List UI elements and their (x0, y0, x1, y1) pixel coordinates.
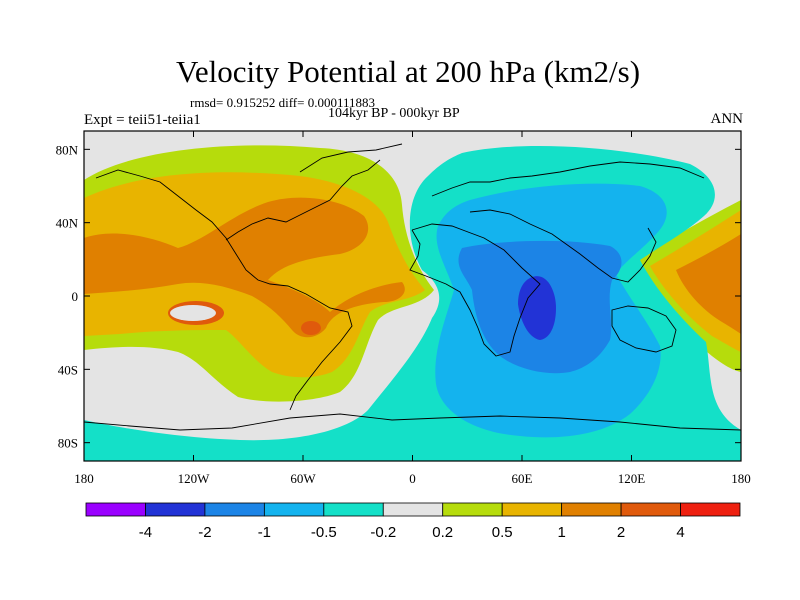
colorbar-label: -0.2 (370, 524, 396, 541)
eurasia-north-coast (431, 161, 705, 197)
australia-coast (611, 305, 677, 353)
colorbar-box (680, 502, 741, 517)
colorbar-box (323, 502, 384, 517)
colorbar-box (561, 502, 622, 517)
plot-title: Velocity Potential at 200 hPa (km2/s) (175, 54, 641, 89)
colorbar-label: 1 (557, 524, 565, 541)
colorbar: -4 -2 -1 -0.5 -0.2 0.2 0.5 1 2 4 (85, 502, 741, 541)
colorbar-box (620, 502, 681, 517)
antarctica-coast (84, 413, 741, 431)
lat-tick-label: 80N (56, 142, 79, 157)
africa-coast (409, 223, 541, 357)
map-field (84, 131, 741, 461)
colorbar-label: 4 (676, 524, 684, 541)
north-america-interior (225, 159, 381, 241)
colorbar-box (501, 502, 563, 517)
colorbar-label: 0.5 (492, 524, 513, 541)
lon-tick-label: 0 (409, 471, 416, 486)
colorbar-label: -2 (198, 524, 211, 541)
lat-tick-label: 80S (58, 436, 78, 451)
lon-tick-label: 60W (290, 471, 316, 486)
colorbar-label: 2 (617, 524, 625, 541)
latitude-axis: 80N 40N 0 40S 80S (56, 142, 741, 451)
lat-tick-label: 0 (72, 289, 79, 304)
rmsd-diff-text: rmsd= 0.915252 diff= 0.000111883 (190, 95, 375, 110)
greenland-coast (299, 143, 403, 173)
contour-pos-1-brazil (301, 321, 321, 335)
longitude-axis: 180 120W 60W 0 60E 120E 180 (74, 131, 751, 486)
colorbar-box (382, 502, 444, 517)
contour-pos-zero-hole (170, 305, 216, 321)
contour-pos-1-wpac (676, 234, 741, 334)
colorbar-box (85, 502, 146, 517)
colorbar-label: -4 (139, 524, 152, 541)
lon-tick-label: 60E (512, 471, 533, 486)
americas-coast (95, 169, 353, 411)
lon-tick-label: 180 (74, 471, 94, 486)
colorbar-box (442, 502, 503, 517)
lon-tick-label: 120E (618, 471, 646, 486)
experiment-label: Expt = teii51-teiia1 (84, 112, 201, 128)
lon-tick-label: 180 (731, 471, 751, 486)
colorbar-box (204, 502, 265, 517)
lon-tick-label: 120W (178, 471, 211, 486)
season-label: ANN (710, 111, 744, 127)
colorbar-box (263, 502, 325, 517)
lat-tick-label: 40N (56, 216, 79, 231)
contour-neg-2 (518, 276, 556, 340)
colorbar-label: -0.5 (311, 524, 337, 541)
colorbar-label: 0.2 (432, 524, 453, 541)
asia-south-coast (469, 209, 657, 283)
colorbar-box (145, 502, 206, 517)
coastlines (84, 143, 741, 431)
plot-subtitle: 104kyr BP - 000kyr BP (328, 106, 460, 121)
colorbar-label: -1 (258, 524, 271, 541)
lat-tick-label: 40S (58, 362, 78, 377)
